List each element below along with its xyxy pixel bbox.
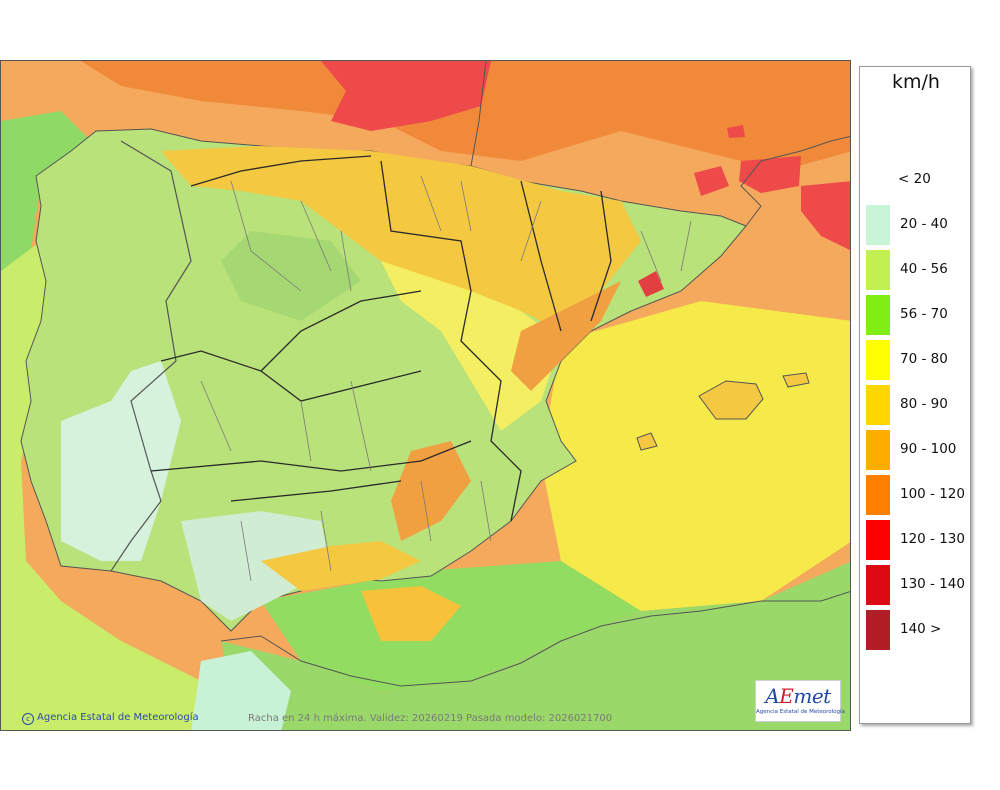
legend-item: 20 - 40 bbox=[864, 205, 968, 245]
gust-zone-56-70-atlantic bbox=[1, 111, 91, 271]
france-mediterranean-coast bbox=[740, 135, 850, 227]
wind-gust-map[interactable] bbox=[1, 61, 851, 731]
map-frame[interactable] bbox=[0, 60, 851, 731]
legend-swatch bbox=[866, 385, 890, 425]
gust-zone-90-100-southeast bbox=[391, 441, 471, 541]
legend-swatch bbox=[866, 520, 890, 560]
gust-zone-56-70-center bbox=[221, 231, 361, 321]
legend-label: 20 - 40 bbox=[900, 216, 948, 232]
legend-label: 130 - 140 bbox=[900, 576, 965, 592]
portugal-border bbox=[110, 140, 192, 572]
gust-zone-56-70-alboran bbox=[261, 561, 641, 691]
gust-zone-120-130-tiny bbox=[727, 125, 745, 138]
map-caption: Racha en 24 h máxima. Validez: 20260219 … bbox=[248, 713, 613, 724]
gust-zone-80-90-betic bbox=[261, 541, 421, 591]
gust-zone-56-70-africa bbox=[221, 561, 850, 730]
legend-swatch bbox=[866, 340, 890, 380]
menorca bbox=[782, 372, 810, 388]
legend-item: 120 - 130 bbox=[864, 520, 968, 560]
legend-label: 56 - 70 bbox=[900, 306, 948, 322]
legend-label: < 20 bbox=[898, 171, 931, 187]
legend-label: 70 - 80 bbox=[900, 351, 948, 367]
legend-swatch bbox=[866, 160, 890, 200]
logo-subtitle: Agencia Estatal de Meteorología bbox=[756, 709, 845, 715]
province-borders bbox=[200, 175, 692, 582]
mallorca bbox=[698, 380, 764, 420]
legend-swatch bbox=[866, 565, 890, 605]
legend-label: 120 - 130 bbox=[900, 531, 965, 547]
legend-item: 40 - 56 bbox=[864, 250, 968, 290]
legend-label: 100 - 120 bbox=[900, 486, 965, 502]
gust-zone-100-120-north bbox=[81, 61, 850, 171]
legend-label: 90 - 100 bbox=[900, 441, 957, 457]
africa-coastline bbox=[220, 591, 850, 687]
legend-swatch bbox=[866, 295, 890, 335]
legend-swatch bbox=[866, 205, 890, 245]
credit-text: c Agencia Estatal de Meteorología bbox=[22, 712, 199, 725]
gust-zone-20-40-south bbox=[181, 511, 331, 621]
legend-item: 80 - 90 bbox=[864, 385, 968, 425]
gust-zone-120-130-small bbox=[694, 166, 729, 196]
legend-swatch bbox=[866, 475, 890, 515]
credit-label: Agencia Estatal de Meteorología bbox=[37, 712, 199, 723]
legend-unit: km/h bbox=[892, 71, 940, 93]
gust-zone-20-40-africa bbox=[191, 651, 291, 730]
legend-item: 100 - 120 bbox=[864, 475, 968, 515]
gust-zone-40-56-atlantic bbox=[1, 241, 230, 730]
legend-item: < 20 bbox=[864, 160, 968, 200]
aemet-logo: AEmet Agencia Estatal de Meteorología bbox=[755, 680, 845, 722]
gust-zone-120-130-east bbox=[801, 181, 850, 251]
france-coastline bbox=[470, 61, 487, 167]
legend-item: 70 - 80 bbox=[864, 340, 968, 380]
legend-item: 130 - 140 bbox=[864, 565, 968, 605]
ibiza bbox=[636, 432, 658, 451]
gust-zone-70-80-mediterranean bbox=[541, 301, 850, 611]
legend-swatch bbox=[866, 430, 890, 470]
legend-label: 140 > bbox=[900, 621, 942, 637]
gust-zone-120-130-gulf-lion bbox=[739, 156, 801, 193]
gust-zone-120-130-catalonia bbox=[638, 271, 664, 297]
gust-zone-70-80-center bbox=[381, 261, 561, 431]
legend-item: 90 - 100 bbox=[864, 430, 968, 470]
gust-zone-90-100-east bbox=[511, 281, 621, 391]
legend-swatch bbox=[866, 610, 890, 650]
copyright-icon: c bbox=[22, 713, 34, 725]
legend-label: 80 - 90 bbox=[900, 396, 948, 412]
legend-swatch bbox=[866, 250, 890, 290]
region-borders bbox=[150, 155, 612, 522]
legend-label: 40 - 56 bbox=[900, 261, 948, 277]
logo-wordmark: AEmet bbox=[765, 684, 831, 708]
gust-zone-80-90-strait bbox=[361, 586, 461, 641]
gust-zone-20-40-west bbox=[61, 361, 181, 561]
legend-item: 56 - 70 bbox=[864, 295, 968, 335]
gust-zone-120-130-biscay bbox=[321, 61, 491, 131]
legend-panel: km/h < 20 20 - 40 40 - 56 56 - 70 70 - 8… bbox=[859, 66, 971, 724]
gust-zone-80-90-north bbox=[161, 146, 641, 331]
legend-item: 140 > bbox=[864, 610, 968, 650]
